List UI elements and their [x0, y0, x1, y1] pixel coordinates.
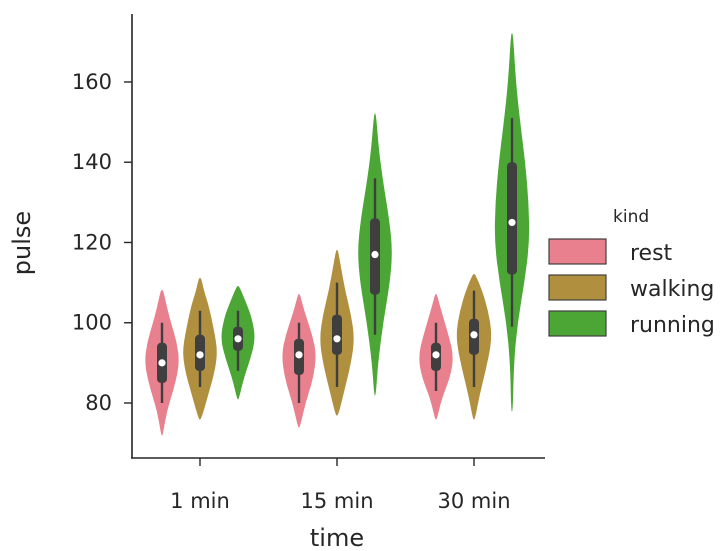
x-tick-label: 30 min	[438, 489, 511, 513]
median-rest-2	[432, 351, 440, 359]
median-running-1	[371, 250, 379, 259]
y-tick-label: 80	[85, 391, 112, 415]
legend: kind rest walking running	[548, 207, 715, 338]
x-axis-ticks: 1 min 15 min 30 min	[170, 458, 511, 513]
box-walking-1	[332, 314, 342, 355]
box-running-2	[507, 162, 517, 275]
median-walking-2	[470, 331, 478, 339]
x-tick-label: 1 min	[170, 489, 230, 513]
median-running-0	[234, 335, 242, 343]
plot-area	[145, 33, 530, 436]
median-rest-1	[295, 351, 303, 359]
x-axis-label: time	[310, 524, 364, 551]
legend-label-rest: rest	[630, 241, 673, 266]
median-walking-1	[333, 335, 341, 343]
y-tick-label: 160	[72, 70, 112, 94]
x-tick-label: 15 min	[301, 489, 374, 513]
legend-swatch-walking	[548, 274, 607, 301]
median-running-2	[508, 218, 516, 227]
median-rest-0	[158, 359, 166, 367]
legend-label-running: running	[630, 313, 715, 338]
median-walking-0	[196, 351, 204, 359]
legend-title: kind	[613, 207, 649, 227]
y-tick-label: 120	[72, 230, 112, 254]
y-tick-label: 140	[72, 150, 112, 174]
legend-swatch-rest	[548, 238, 607, 265]
legend-swatch-running	[548, 310, 607, 337]
y-axis-ticks: 80 100 120 140 160	[72, 70, 132, 415]
legend-label-walking: walking	[630, 277, 714, 302]
y-axis-label: pulse	[8, 211, 36, 275]
y-tick-label: 100	[72, 311, 112, 335]
